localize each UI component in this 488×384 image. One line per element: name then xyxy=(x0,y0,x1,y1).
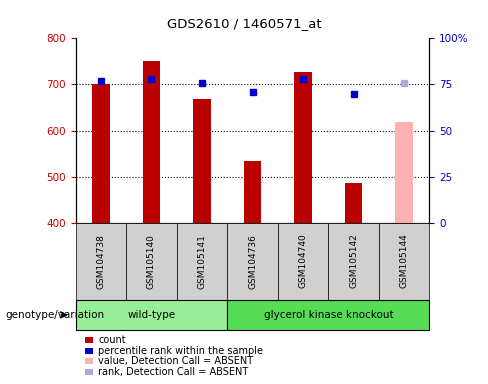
Text: wild-type: wild-type xyxy=(127,310,176,320)
Text: GDS2610 / 1460571_at: GDS2610 / 1460571_at xyxy=(167,17,321,30)
Bar xyxy=(142,61,160,223)
Text: GSM104736: GSM104736 xyxy=(248,234,257,288)
Bar xyxy=(379,223,429,300)
Text: GSM105141: GSM105141 xyxy=(198,234,206,288)
Bar xyxy=(76,223,126,300)
Bar xyxy=(177,223,227,300)
Bar xyxy=(227,300,429,330)
Bar xyxy=(395,122,413,223)
Text: GSM105140: GSM105140 xyxy=(147,234,156,288)
Text: GSM105144: GSM105144 xyxy=(400,234,408,288)
Text: GSM104740: GSM104740 xyxy=(299,234,307,288)
Text: count: count xyxy=(98,335,126,345)
Bar xyxy=(345,183,363,223)
Bar xyxy=(328,223,379,300)
Text: GSM104738: GSM104738 xyxy=(97,234,105,288)
Text: rank, Detection Call = ABSENT: rank, Detection Call = ABSENT xyxy=(98,367,248,377)
Text: genotype/variation: genotype/variation xyxy=(5,310,104,320)
Text: GSM105142: GSM105142 xyxy=(349,234,358,288)
Bar xyxy=(227,223,278,300)
Bar xyxy=(244,161,262,223)
Bar xyxy=(278,223,328,300)
Text: value, Detection Call = ABSENT: value, Detection Call = ABSENT xyxy=(98,356,253,366)
Text: glycerol kinase knockout: glycerol kinase knockout xyxy=(264,310,393,320)
Text: percentile rank within the sample: percentile rank within the sample xyxy=(98,346,263,356)
Bar xyxy=(76,300,227,330)
Bar xyxy=(294,71,312,223)
Bar xyxy=(92,84,110,223)
Bar xyxy=(193,99,211,223)
Bar xyxy=(126,223,177,300)
